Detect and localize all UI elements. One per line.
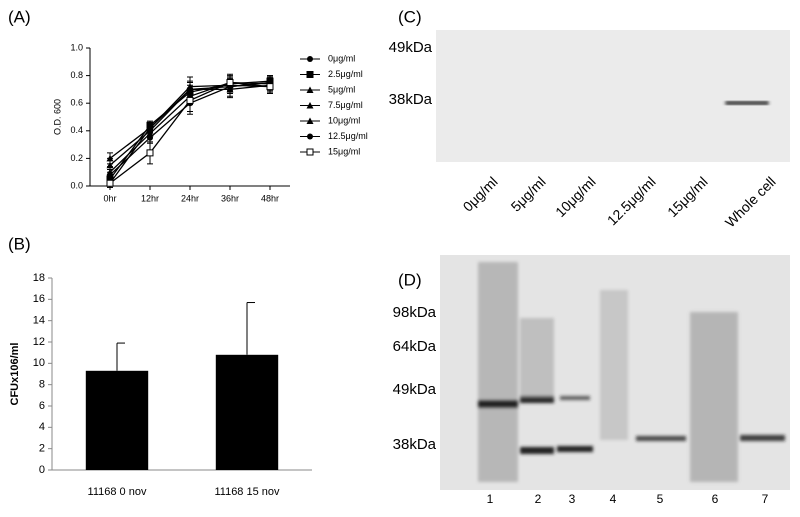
y-tick-label: 16 [33,293,45,305]
legend-label: 0μg/ml [328,53,355,63]
x-tick-label: 24hr [181,193,199,203]
panel-label: (C) [398,7,422,26]
bar [215,354,279,470]
point [106,161,114,169]
point [106,179,114,187]
y-tick-label: 0.2 [70,153,83,163]
legend-marker [306,148,314,156]
lane-label: 12.5μg/ml [604,173,659,228]
marker-label: 98kDa [393,304,437,321]
y-tick-label: 4 [39,421,45,433]
lane-number: 7 [762,492,769,506]
gel-bands [478,262,785,482]
legend-marker [307,56,313,62]
point [147,134,153,141]
marker-label: 38kDa [389,91,433,108]
lane-label: 15μg/ml [664,173,711,220]
x-tick-label: 12hr [141,193,159,203]
lane-number: 3 [569,492,576,506]
lane-number: 1 [487,492,494,506]
x-tick-label: 48hr [261,193,279,203]
y-axis-label: O.D. 600 [52,99,62,135]
y-tick-label: 6 [39,400,45,412]
y-tick-label: 18 [33,272,45,284]
legend-label: 10μg/ml [328,115,360,125]
legend-marker [307,133,313,140]
y-tick-label: 1.0 [70,42,83,52]
panel-label: (B) [8,234,31,253]
point [146,149,154,157]
panel-label: (A) [8,7,31,26]
marker-label: 49kDa [393,381,437,398]
x-tick-label: 0hr [103,193,116,203]
marker-label: 38kDa [393,436,437,453]
legend-label: 15μg/ml [328,146,360,156]
y-tick-label: 0 [39,464,45,476]
legend-label: 7.5μg/ml [328,100,363,110]
y-tick-label: 0.6 [70,98,83,108]
y-axis-label: CFUx106/ml [9,343,21,406]
y-tick-label: 0.4 [70,125,83,135]
lane-number: 2 [535,492,542,506]
lane-number: 6 [712,492,719,506]
y-tick-label: 12 [33,336,45,348]
legend-marker [306,102,314,109]
legend-label: 12.5μg/ml [328,131,368,141]
y-tick-label: 0.0 [70,180,83,190]
lane-label: 10μg/ml [552,173,599,220]
marker-label: 64kDa [393,338,437,355]
band [725,101,769,105]
lane-label: Whole cell [722,173,779,230]
x-tick-label: 11168 15 nov [214,486,280,498]
lane-label: 0μg/ml [460,173,501,214]
marker-label: 49kDa [389,39,433,56]
legend-marker [306,117,314,124]
legend-marker [306,71,314,78]
point [106,154,114,162]
legend-label: 5μg/ml [328,84,355,94]
lane-number: 4 [610,492,617,506]
legend-marker [306,86,314,93]
point [107,171,113,178]
legend-label: 2.5μg/ml [328,69,363,79]
y-tick-label: 0.8 [70,70,83,80]
y-tick-label: 14 [33,315,45,327]
point [146,124,154,132]
lane-label: 5μg/ml [508,173,549,214]
bar [85,370,149,470]
y-tick-label: 8 [39,379,45,391]
lane-number: 5 [657,492,664,506]
x-tick-label: 36hr [221,193,239,203]
point [226,79,234,86]
point [186,83,194,90]
point [266,83,274,91]
panel-label: (D) [398,270,422,289]
x-tick-label: 11168 0 nov [88,486,147,498]
point [186,96,194,104]
y-tick-label: 10 [33,357,45,369]
blot [436,30,790,162]
y-tick-label: 2 [39,443,45,455]
